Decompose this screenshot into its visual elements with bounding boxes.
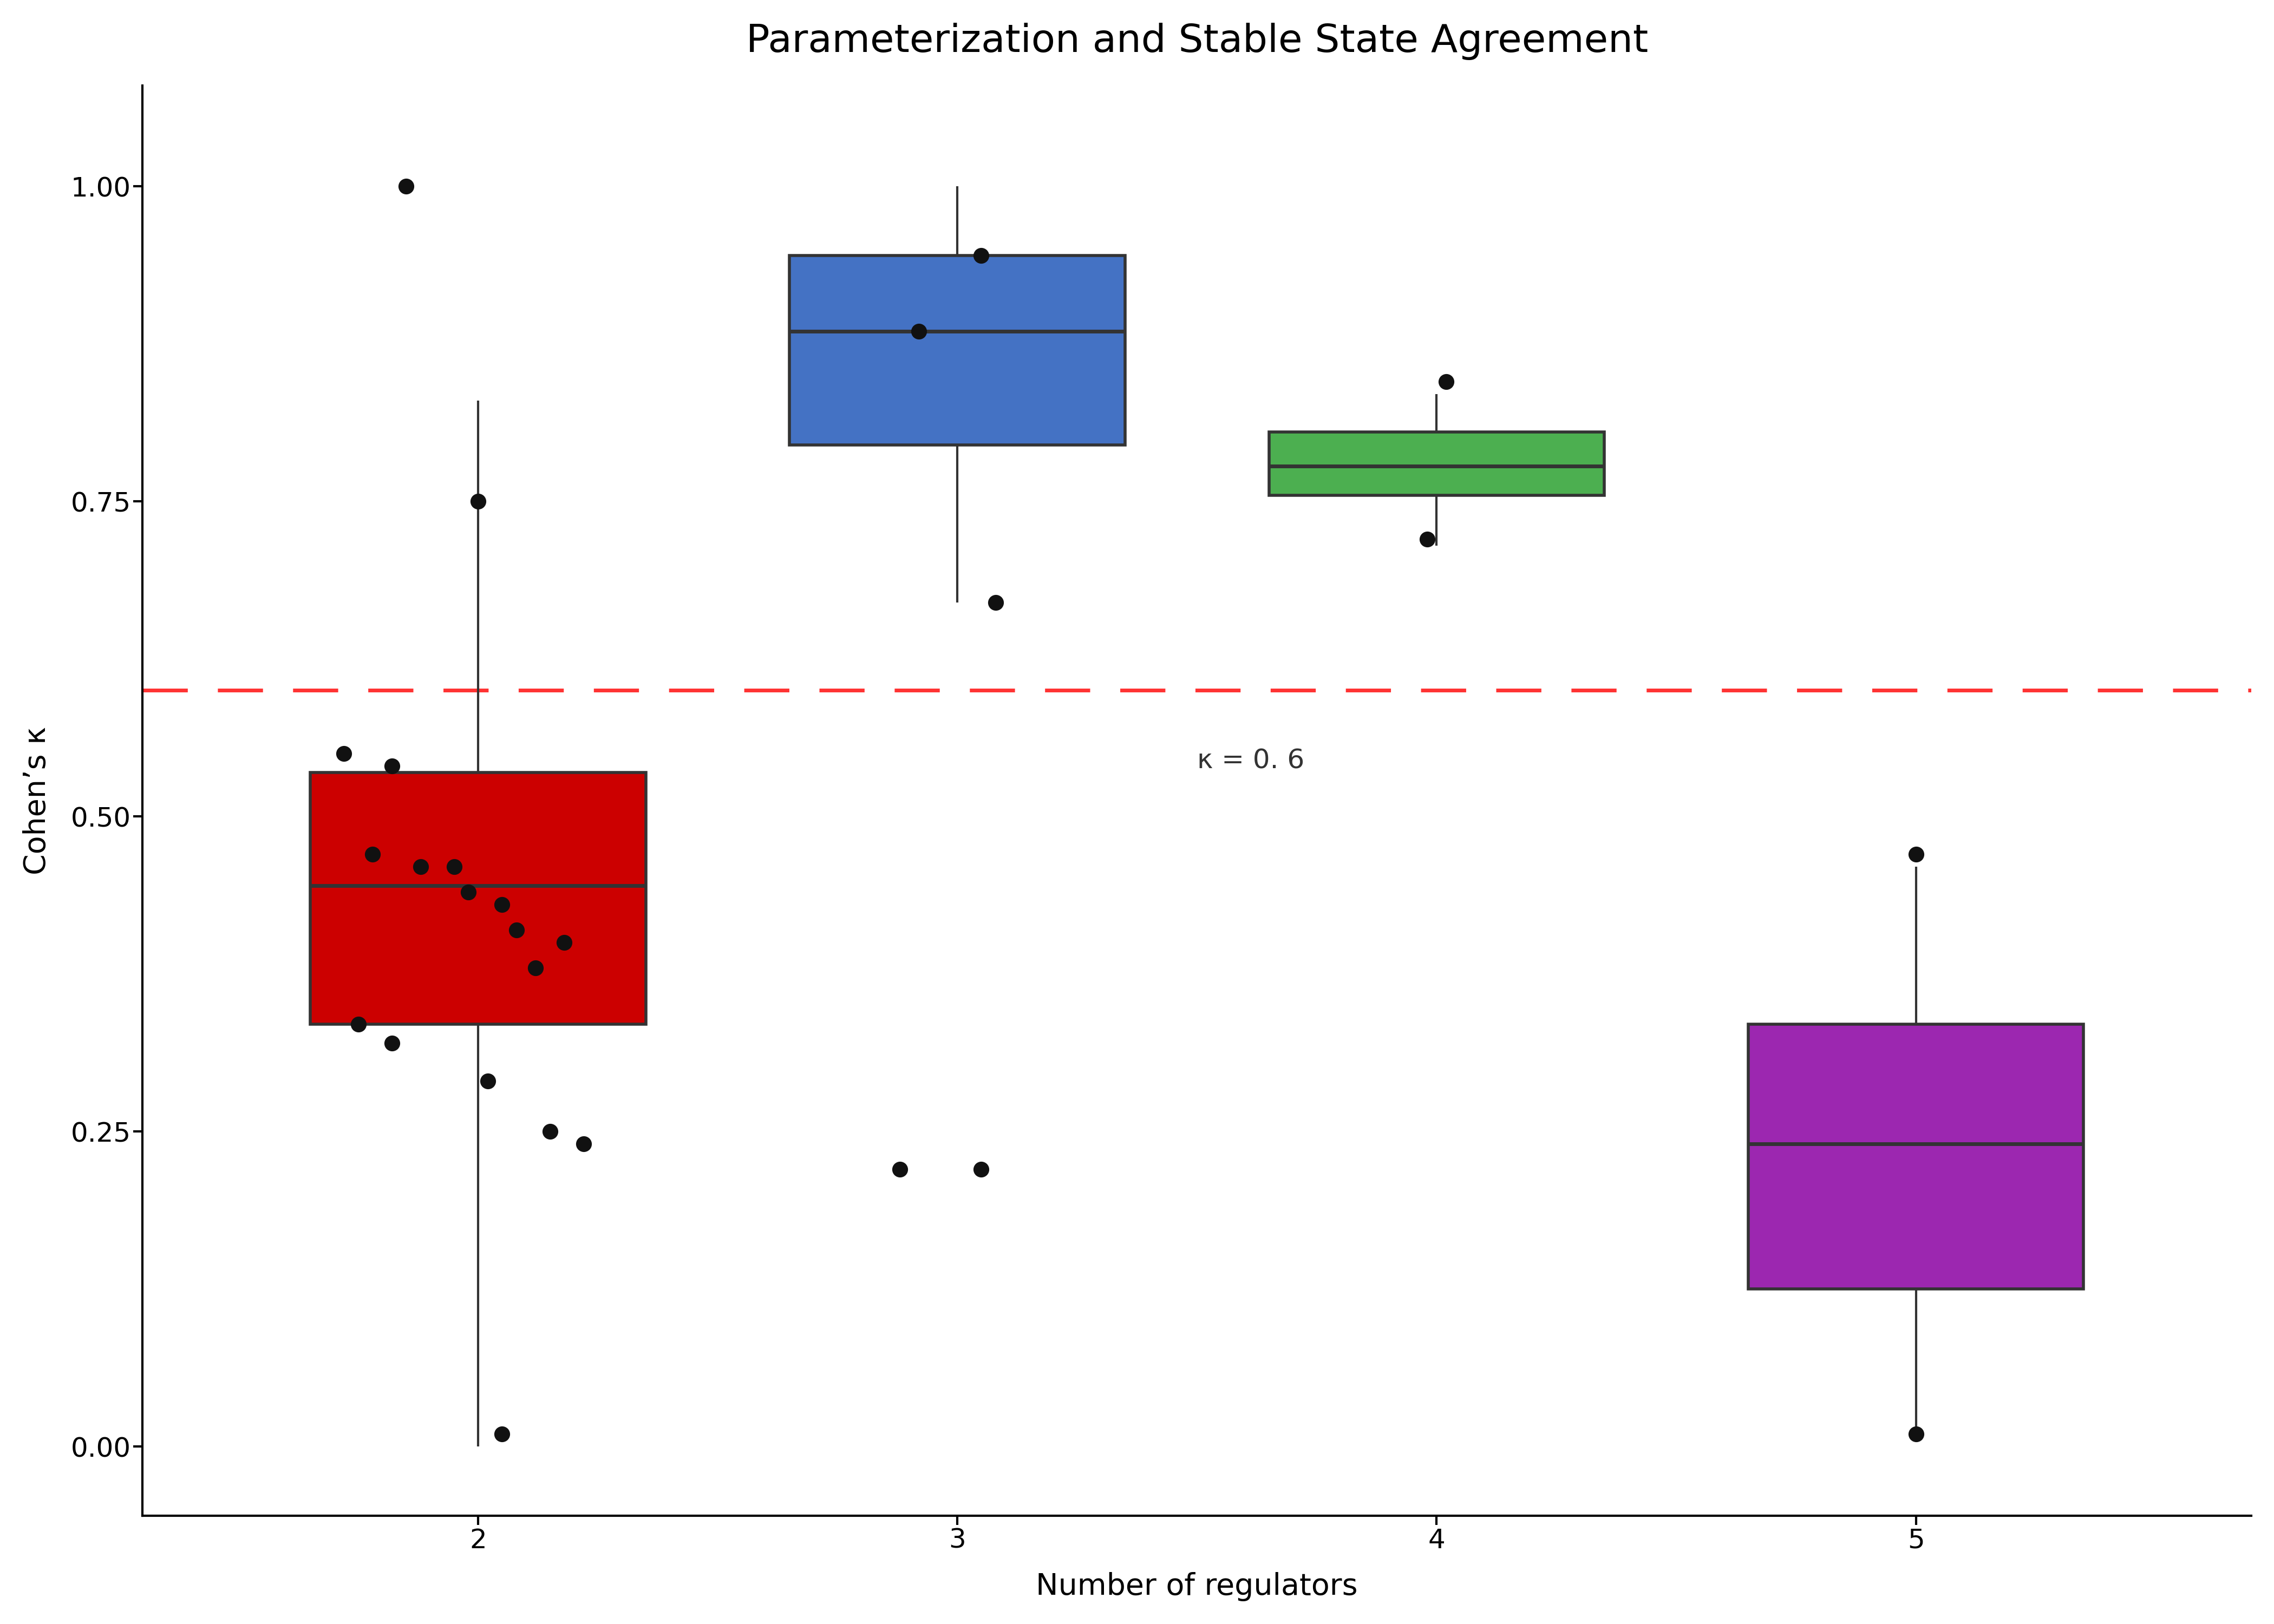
Point xyxy=(325,741,362,767)
Point xyxy=(402,854,439,880)
Point xyxy=(546,929,582,955)
X-axis label: Number of regulators: Number of regulators xyxy=(1037,1572,1358,1601)
Point xyxy=(566,1130,603,1156)
Bar xyxy=(789,255,1126,445)
Point xyxy=(1410,526,1446,552)
Point xyxy=(978,590,1014,615)
Point xyxy=(355,841,391,867)
Point xyxy=(1428,369,1464,395)
Text: κ = 0. 6: κ = 0. 6 xyxy=(1196,749,1305,775)
Point xyxy=(516,955,553,981)
Point xyxy=(373,754,409,780)
Point xyxy=(459,489,496,515)
Point xyxy=(468,1069,505,1095)
Point xyxy=(450,879,487,905)
Point xyxy=(882,1156,919,1182)
Point xyxy=(389,174,425,200)
Point xyxy=(964,1156,1001,1182)
Bar xyxy=(1749,1025,2083,1289)
Point xyxy=(437,854,473,880)
Y-axis label: Cohenʼs κ: Cohenʼs κ xyxy=(23,726,52,875)
Bar xyxy=(309,773,646,1025)
Point xyxy=(484,1421,521,1447)
Point xyxy=(1899,841,1935,867)
Point xyxy=(964,242,1001,268)
Bar xyxy=(1269,432,1605,495)
Title: Parameterization and Stable State Agreement: Parameterization and Stable State Agreem… xyxy=(746,23,1649,60)
Point xyxy=(532,1119,568,1145)
Point xyxy=(498,918,534,944)
Point xyxy=(901,318,937,344)
Point xyxy=(1899,1421,1935,1447)
Point xyxy=(373,1030,409,1056)
Point xyxy=(341,1012,377,1038)
Point xyxy=(484,892,521,918)
